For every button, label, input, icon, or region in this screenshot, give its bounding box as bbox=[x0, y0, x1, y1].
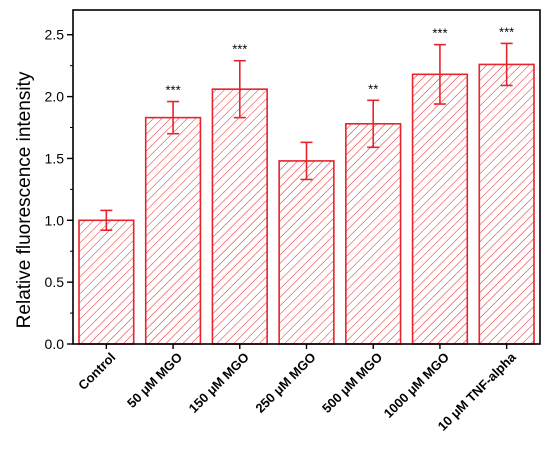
bar-group: ** bbox=[345, 81, 402, 345]
y-tick-label: 0.5 bbox=[45, 274, 65, 290]
x-tick-label: 500 μM MGO bbox=[319, 350, 385, 416]
y-tick-label: 0.0 bbox=[45, 336, 65, 352]
x-tick-label: Control bbox=[75, 350, 118, 393]
x-axis-labels: Control 50 μM MGO 150 μM MGO 250 μM MGO 500 … bbox=[75, 344, 519, 434]
bar bbox=[278, 160, 335, 345]
bar-group bbox=[78, 209, 135, 345]
bar-group: *** bbox=[411, 26, 469, 345]
bars: *********** *** bbox=[78, 24, 535, 345]
x-tick-label: 1000 μM MGO bbox=[381, 350, 452, 421]
y-tick-label: 2.5 bbox=[45, 27, 65, 43]
y-tick-label: 2.0 bbox=[45, 89, 65, 105]
x-tick-label: 150 μM MGO bbox=[186, 350, 252, 416]
bar bbox=[211, 88, 268, 345]
bar bbox=[478, 63, 535, 345]
bar-group: *** bbox=[478, 24, 535, 345]
bar bbox=[411, 73, 469, 345]
plot-frame bbox=[72, 9, 541, 345]
bar bbox=[144, 116, 202, 345]
significance-label: *** bbox=[232, 42, 247, 57]
y-axis-ticks: 0.0 0.5 1.0 1.5 2.0 2.5 bbox=[45, 27, 73, 352]
significance-label: *** bbox=[499, 24, 514, 39]
bar-group: *** bbox=[211, 42, 268, 345]
x-tick-label: 50 μM MGO bbox=[124, 350, 185, 411]
significance-label: *** bbox=[165, 83, 180, 98]
bar-group bbox=[278, 141, 335, 345]
bar-group: *** bbox=[144, 83, 202, 345]
x-tick-label: 250 μM MGO bbox=[252, 350, 318, 416]
bar bbox=[78, 219, 135, 345]
significance-label: *** bbox=[432, 26, 447, 41]
axis-frame bbox=[72, 9, 541, 345]
y-tick-label: 1.5 bbox=[45, 150, 65, 166]
significance-label: ** bbox=[368, 81, 378, 96]
y-tick-label: 1.0 bbox=[45, 212, 65, 228]
bar bbox=[345, 123, 402, 345]
y-axis-title: Relative fluorescence intensity bbox=[14, 71, 35, 328]
